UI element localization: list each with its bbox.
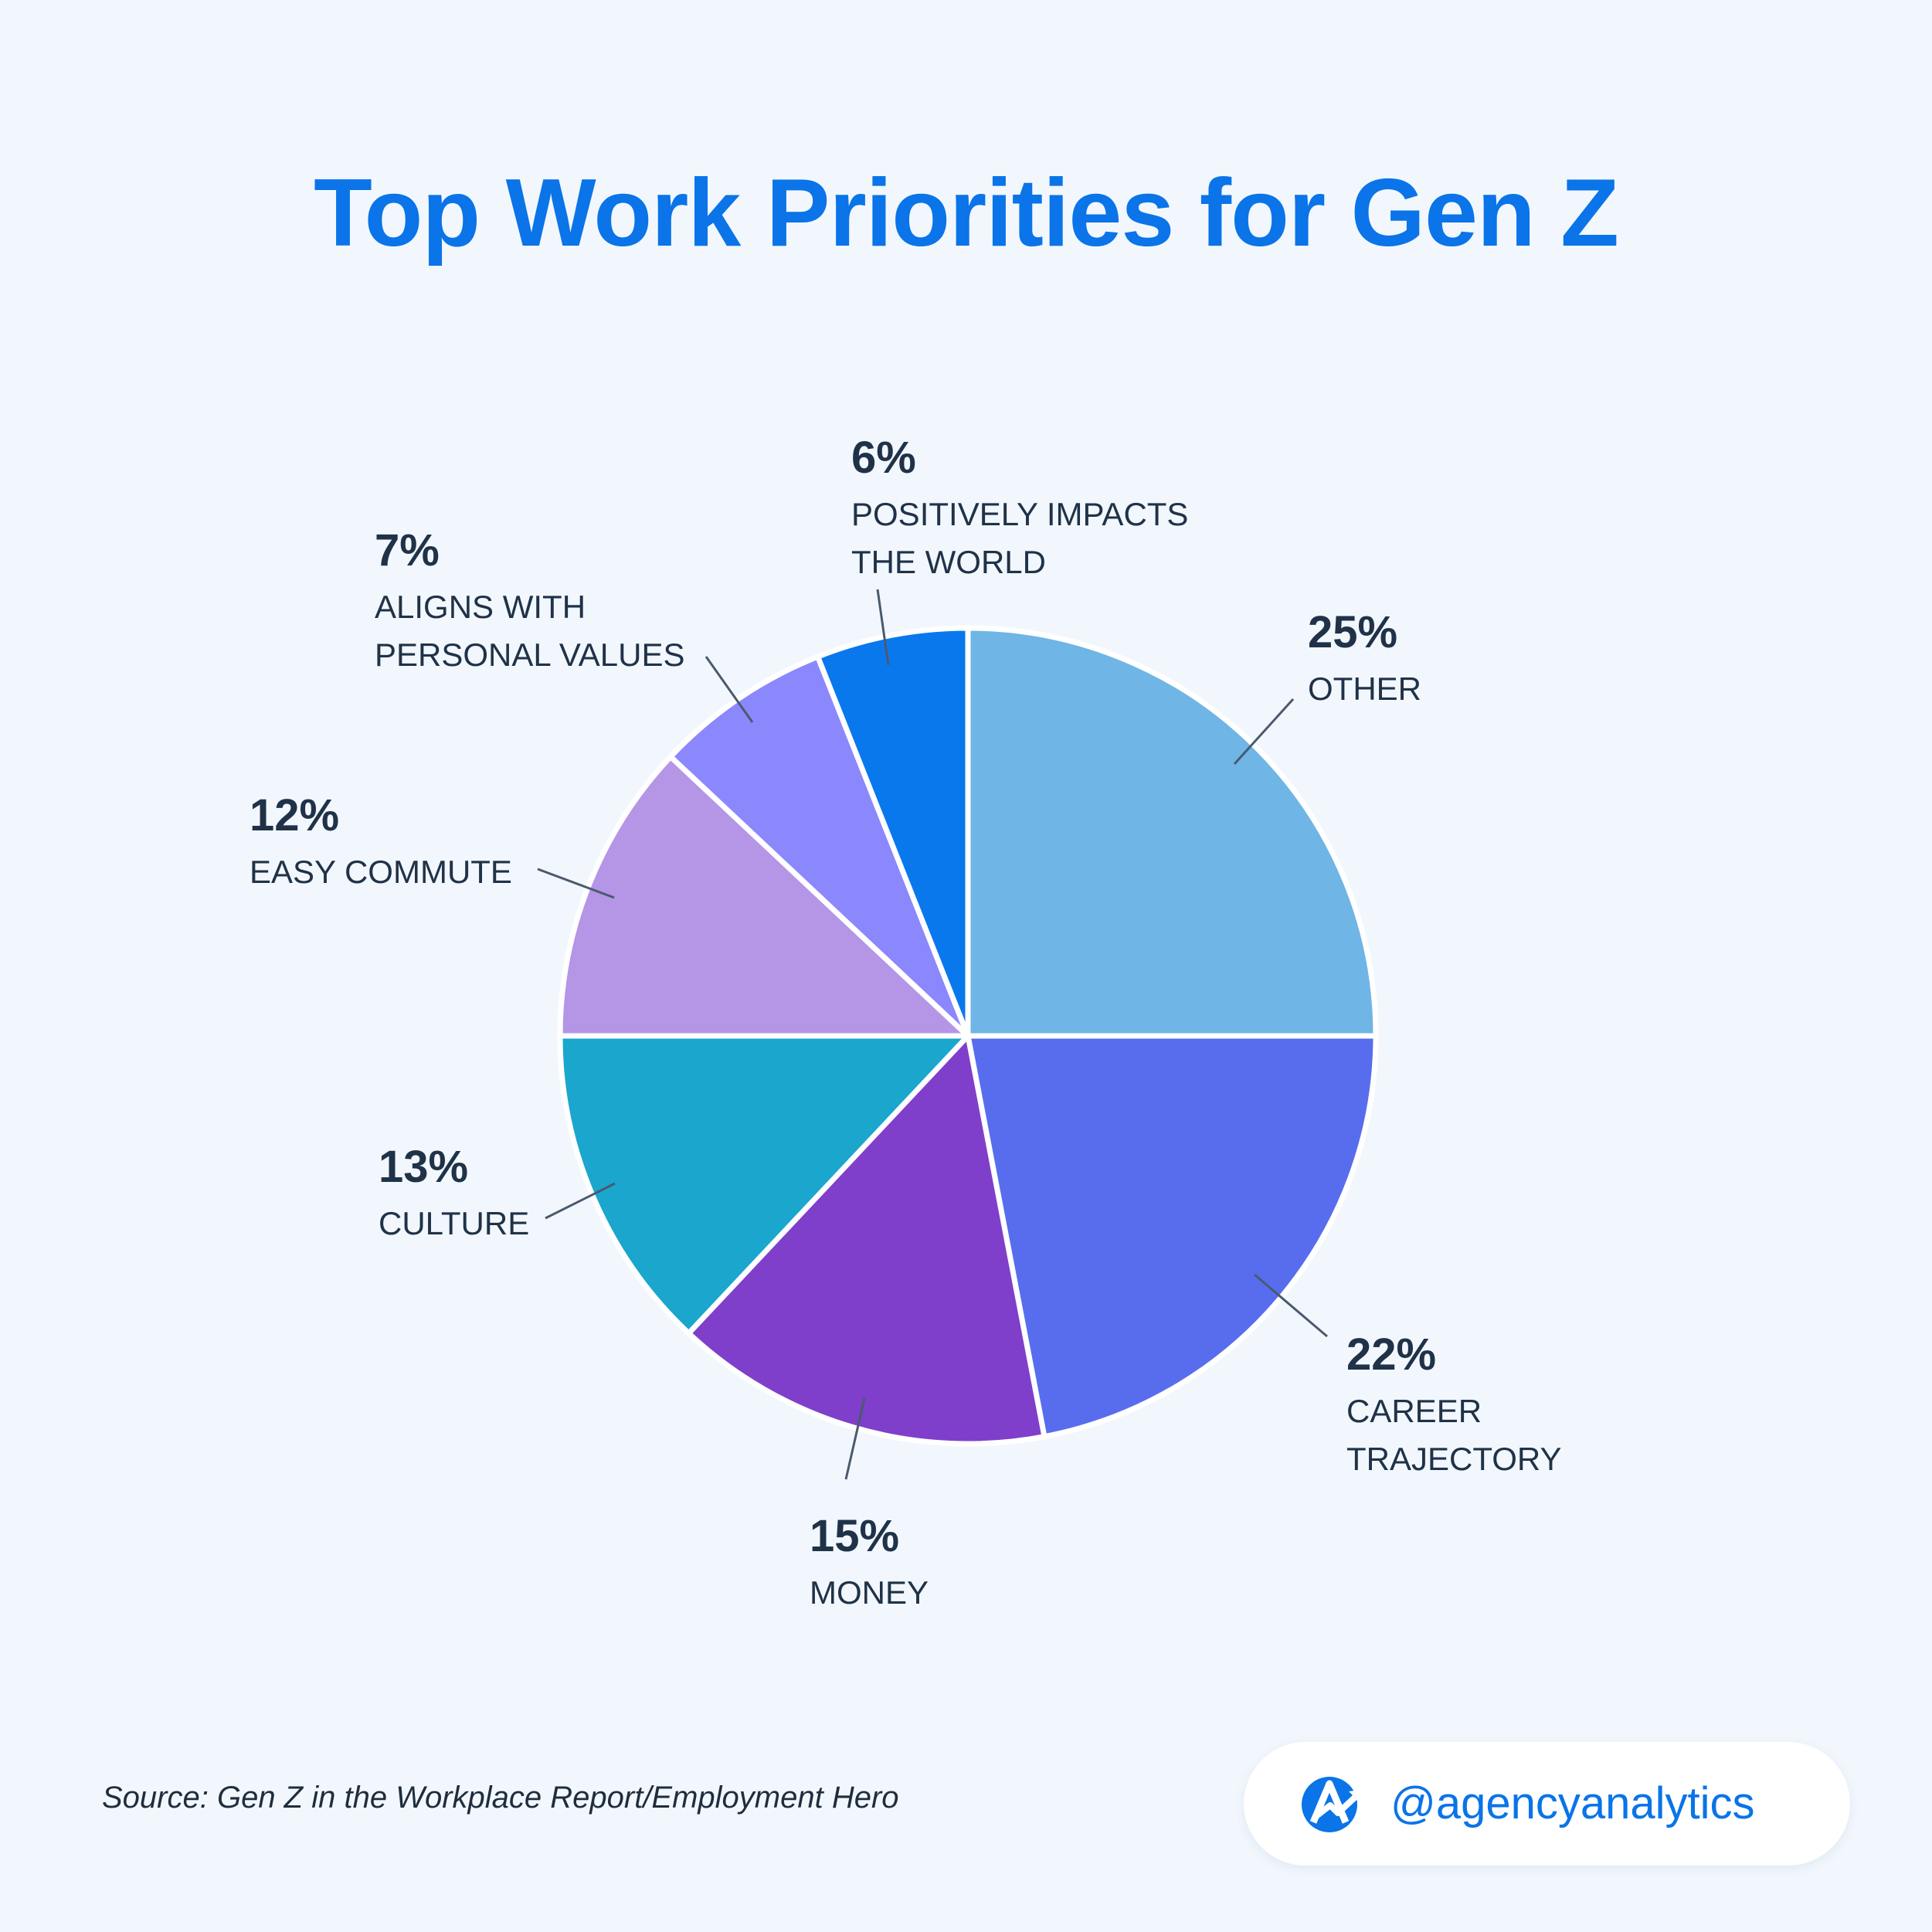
source-note: Source: Gen Z in the Workplace Report/Em… — [102, 1781, 899, 1815]
slice-percent-label: 13% — [379, 1142, 468, 1192]
chart-title: Top Work Priorities for Gen Z — [314, 160, 1619, 267]
pie-slice — [686, 1033, 1047, 1447]
slice-percent-label: 6% — [851, 433, 916, 483]
slice-category-label: TRAJECTORY — [1346, 1441, 1562, 1477]
leader-line — [876, 589, 890, 666]
slice-category-label: CULTURE — [379, 1205, 529, 1241]
brand-badge[interactable]: @agencyanalytics — [1244, 1742, 1850, 1866]
pie-slice — [667, 654, 971, 1039]
pie-slice — [557, 754, 971, 1039]
slice-category-label: ALIGNS WITH — [375, 589, 586, 625]
slice-category-label: EASY COMMUTE — [250, 854, 512, 890]
pie-slice — [815, 625, 971, 1039]
leader-line — [1254, 1273, 1328, 1338]
pie-slice — [965, 1033, 1379, 1440]
slice-percent-label: 15% — [810, 1511, 899, 1561]
slice-category-label: MONEY — [810, 1574, 929, 1611]
slice-percent-label: 25% — [1308, 607, 1397, 657]
slice-category-label: PERSONAL VALUES — [375, 637, 684, 673]
leader-line — [537, 868, 615, 899]
slice-category-label: POSITIVELY IMPACTS — [851, 496, 1188, 532]
leader-line — [1233, 698, 1295, 766]
slice-category-label: THE WORLD — [851, 544, 1046, 580]
leader-line — [705, 656, 754, 723]
leader-line — [844, 1397, 866, 1480]
slice-category-label: CAREER — [1346, 1393, 1482, 1429]
slice-percent-label: 22% — [1346, 1329, 1436, 1380]
slice-percent-label: 7% — [375, 525, 440, 576]
agencyanalytics-logo-icon — [1302, 1777, 1361, 1832]
pie-slice — [557, 1033, 971, 1336]
leader-line — [545, 1182, 616, 1220]
slice-category-label: OTHER — [1308, 671, 1421, 707]
slice-percent-label: 12% — [250, 790, 339, 840]
brand-handle: @agencyanalytics — [1390, 1778, 1755, 1828]
pie-slice — [965, 625, 1379, 1039]
